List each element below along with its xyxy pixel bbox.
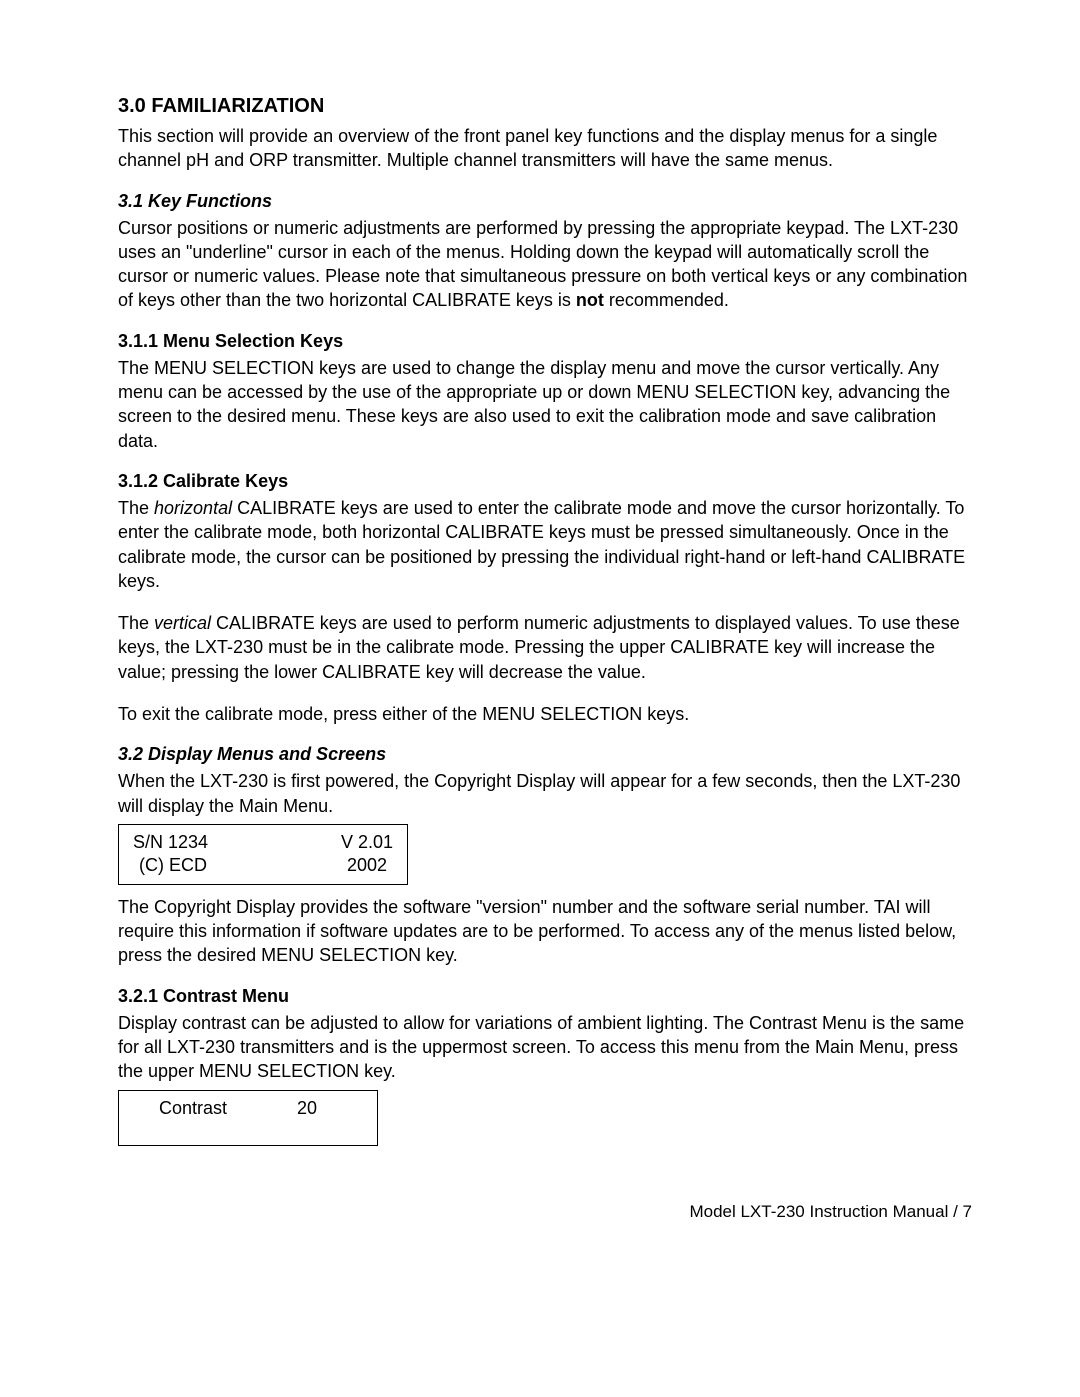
para-3-1-2-b: The vertical CALIBRATE keys are used to … [118,611,972,684]
lcd-version: V 2.01 [341,831,393,854]
para-3-1: Cursor positions or numeric adjustments … [118,216,972,313]
lcd-row-2: (C) ECD 2002 [133,854,393,877]
heading-3-2: 3.2 Display Menus and Screens [118,744,972,765]
heading-3-1: 3.1 Key Functions [118,191,972,212]
para-3-1-2-c: To exit the calibrate mode, press either… [118,702,972,726]
para-3-1-post: recommended. [604,290,729,310]
para-3-1-2-b-post: CALIBRATE keys are used to perform numer… [118,613,960,682]
heading-3-1-1: 3.1.1 Menu Selection Keys [118,331,972,352]
para-3-1-pre: Cursor positions or numeric adjustments … [118,218,967,311]
lcd-contrast-menu: Contrast 20 [118,1090,378,1146]
page-footer: Model LXT-230 Instruction Manual / 7 [689,1202,972,1222]
para-3-2-a: When the LXT-230 is first powered, the C… [118,769,972,818]
heading-3-0: 3.0 FAMILIARIZATION [118,95,972,118]
document-page: 3.0 FAMILIARIZATION This section will pr… [0,0,1080,1397]
lcd-copyright: (C) ECD [133,854,207,877]
heading-3-2-1: 3.2.1 Contrast Menu [118,986,972,1007]
para-3-1-2-b-ital: vertical [154,613,211,633]
lcd-serial-number: S/N 1234 [133,831,208,854]
lcd-contrast-row: Contrast 20 [159,1097,359,1120]
lcd-contrast-label: Contrast [159,1097,227,1120]
para-3-1-2-b-pre: The [118,613,154,633]
para-3-1-bold: not [576,290,604,310]
para-3-1-1: The MENU SELECTION keys are used to chan… [118,356,972,453]
lcd-year: 2002 [347,854,393,877]
para-3-2-1: Display contrast can be adjusted to allo… [118,1011,972,1084]
para-3-1-2-a-pre: The [118,498,154,518]
para-3-1-2-a-post: CALIBRATE keys are used to enter the cal… [118,498,965,591]
lcd-row-1: S/N 1234 V 2.01 [133,831,393,854]
para-3-1-2-a: The horizontal CALIBRATE keys are used t… [118,496,972,593]
para-3-0: This section will provide an overview of… [118,124,972,173]
para-3-1-2-a-ital: horizontal [154,498,232,518]
para-3-2-b: The Copyright Display provides the softw… [118,895,972,968]
heading-3-1-2: 3.1.2 Calibrate Keys [118,471,972,492]
lcd-copyright-display: S/N 1234 V 2.01 (C) ECD 2002 [118,824,408,885]
lcd-contrast-value: 20 [297,1097,317,1120]
